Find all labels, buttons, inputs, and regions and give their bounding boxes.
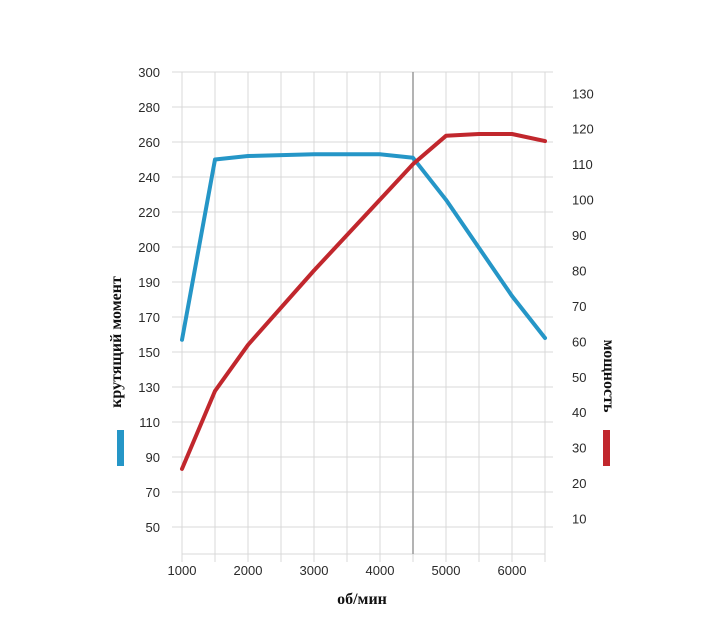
x-tick-label: 4000 — [366, 563, 395, 578]
x-tick-label: 1000 — [168, 563, 197, 578]
y-right-tick-label: 130 — [572, 86, 594, 101]
x-tick-label: 5000 — [432, 563, 461, 578]
grid — [172, 71, 553, 562]
y-right-tick-label: 40 — [572, 405, 586, 420]
y-right-tick-label: 90 — [572, 228, 586, 243]
y-right-tick-label: 60 — [572, 334, 586, 349]
y-left-tick-label: 50 — [146, 520, 160, 535]
power-line — [180, 132, 547, 471]
y-axis-right-legend-swatch — [603, 430, 610, 466]
y-right-tick-label: 100 — [572, 193, 594, 208]
y-right-tick-label: 110 — [572, 157, 593, 172]
y-right-tick-label: 50 — [572, 370, 586, 385]
y-left-tick-label: 200 — [138, 240, 160, 255]
tick-labels: 1000 2000 3000 4000 5000 6000 50 70 90 110 130 150 1… — [138, 65, 593, 578]
y-left-tick-label: 170 — [138, 310, 160, 325]
y-right-tick-label: 120 — [572, 122, 594, 137]
x-tick-label: 2000 — [234, 563, 263, 578]
series-layer — [180, 132, 547, 471]
x-tick-label: 6000 — [498, 563, 527, 578]
y-left-tick-label: 110 — [139, 415, 160, 430]
y-left-tick-label: 70 — [146, 485, 160, 500]
y-left-tick-label: 300 — [138, 65, 160, 80]
y-right-tick-label: 10 — [572, 512, 586, 527]
y-axis-left-legend-swatch — [117, 430, 124, 466]
x-tick-label: 3000 — [300, 563, 329, 578]
y-left-tick-label: 220 — [138, 205, 160, 220]
y-left-tick-label: 260 — [138, 135, 160, 150]
x-axis-title: об/мин — [337, 591, 387, 608]
y-right-tick-label: 70 — [572, 299, 586, 314]
y-left-tick-label: 130 — [138, 380, 160, 395]
y-left-tick-label: 240 — [138, 170, 160, 185]
y-right-tick-label: 30 — [572, 441, 586, 456]
torque-line — [180, 152, 547, 342]
y-right-tick-label: 80 — [572, 263, 586, 278]
y-left-tick-label: 90 — [146, 450, 160, 465]
y-left-tick-label: 150 — [138, 345, 160, 360]
y-left-tick-label: 190 — [138, 275, 160, 290]
y-axis-right-title: мощность — [600, 340, 617, 413]
y-right-tick-label: 20 — [572, 476, 586, 491]
y-left-tick-label: 280 — [138, 100, 160, 115]
y-axis-left-title: крутящий момент — [108, 276, 125, 408]
